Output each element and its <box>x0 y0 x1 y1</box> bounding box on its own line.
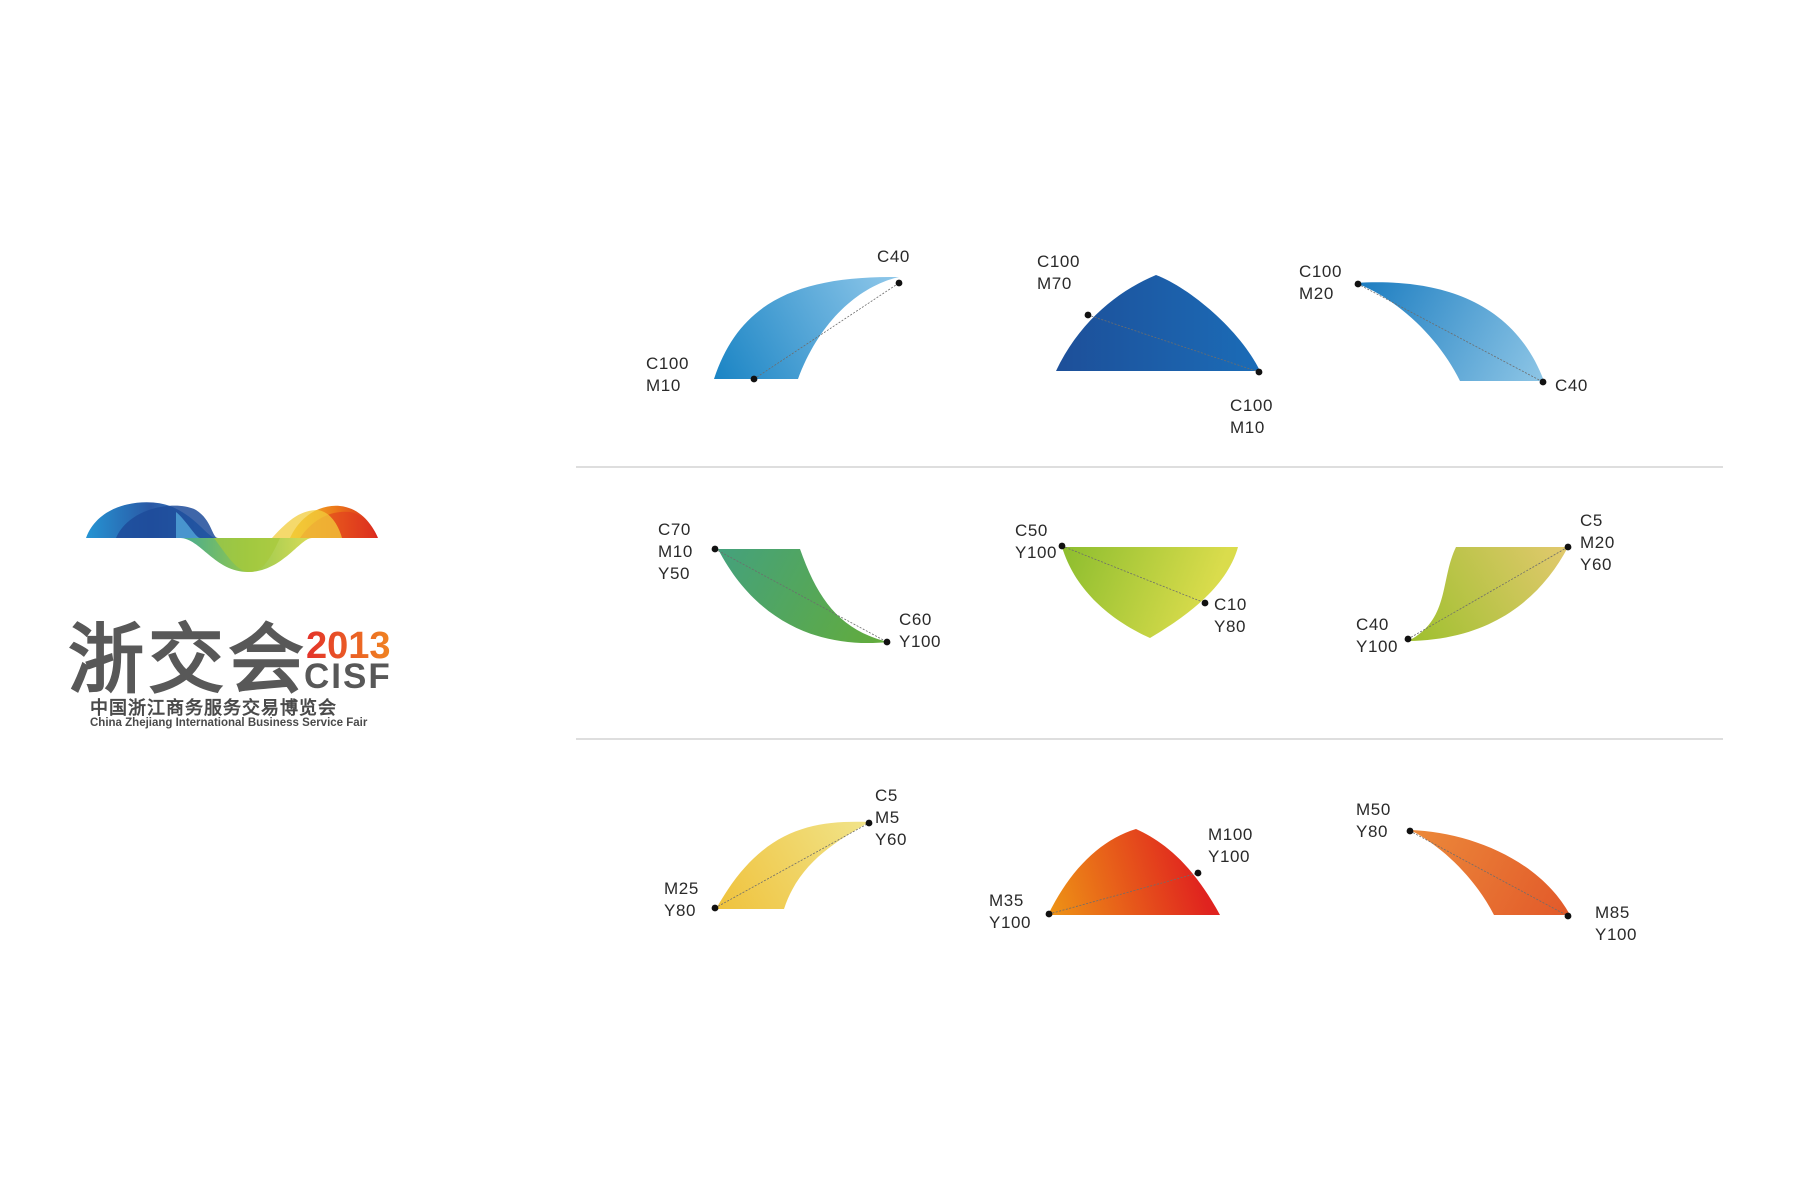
start-color-label: M25 <box>664 879 699 898</box>
logo-full-name-en: China Zhejiang International Business Se… <box>90 717 368 729</box>
gradient-start-dot <box>1058 542 1066 550</box>
start-color-label: Y80 <box>1356 822 1388 841</box>
start-color-label: M70 <box>1037 274 1072 293</box>
swatch-blue-2: C100 M70 C100 M10 <box>1037 252 1273 437</box>
start-color-label: C100 <box>1299 262 1342 281</box>
gradient-start-dot <box>711 904 719 912</box>
gradient-start-dot <box>711 545 719 553</box>
gradient-start-dot <box>1045 910 1053 918</box>
gradient-shape <box>1048 829 1220 915</box>
end-color-label: M85 <box>1595 903 1630 922</box>
end-color-label: C5 <box>875 786 898 805</box>
gradient-shape <box>718 549 888 644</box>
gradient-end-dot <box>1194 869 1202 877</box>
start-color-label: M35 <box>989 891 1024 910</box>
start-color-label: M20 <box>1299 284 1334 303</box>
start-color-label: C50 <box>1015 521 1048 540</box>
start-color-label: C5 <box>1580 511 1603 530</box>
start-color-label: C100 <box>1037 252 1080 271</box>
end-color-label: C40 <box>1555 376 1588 395</box>
start-color-label: M50 <box>1356 800 1391 819</box>
end-color-label: M10 <box>1230 418 1265 437</box>
swatch-green-3: C5 M20 Y60 C40 Y100 <box>1356 511 1615 656</box>
gradient-shape <box>714 276 899 379</box>
end-color-label: C100 <box>1230 396 1273 415</box>
end-color-label: Y100 <box>1356 637 1398 656</box>
start-color-label: M10 <box>658 542 693 561</box>
start-color-label: Y50 <box>658 564 690 583</box>
swatch-warm-1: M25 Y80 C5 M5 Y60 <box>664 786 907 920</box>
gradient-shape <box>1410 830 1570 915</box>
swatch-green-2: C50 Y100 C10 Y80 <box>1015 521 1247 638</box>
logo-year: 2013 <box>306 625 391 667</box>
gradient-guide-line <box>1048 872 1199 915</box>
gradient-end-dot <box>1564 543 1572 551</box>
end-color-label: M100 <box>1208 825 1253 844</box>
gradient-shape <box>1356 282 1544 381</box>
start-color-label: Y80 <box>664 901 696 920</box>
end-color-label: C10 <box>1214 595 1247 614</box>
swatch-green-1: C70 M10 Y50 C60 Y100 <box>658 520 941 651</box>
gradient-end-dot <box>1201 599 1209 607</box>
gradient-end-dot <box>883 638 891 646</box>
logo-abbr: CISF <box>304 657 392 696</box>
end-color-label: Y100 <box>1208 847 1250 866</box>
logo-name-cn: 浙交会 <box>68 615 308 704</box>
end-color-label: Y60 <box>875 830 907 849</box>
cisf-logo: 浙交会 2013 CISF 中国浙江商务服务交易博览会 China Zhejia… <box>68 502 392 729</box>
start-color-label: Y100 <box>989 913 1031 932</box>
gradient-end-dot <box>865 819 873 827</box>
gradient-guide-line <box>714 548 888 643</box>
start-color-label: M10 <box>646 376 681 395</box>
gradient-end-dot <box>1564 912 1572 920</box>
gradient-shape <box>1056 275 1260 371</box>
start-color-label: Y60 <box>1580 555 1612 574</box>
gradient-guide-line <box>714 822 870 909</box>
gradient-start-dot <box>1354 280 1362 288</box>
start-color-label: C70 <box>658 520 691 539</box>
ribbon-emblem <box>86 502 378 572</box>
swatch-blue-1: C100 M10 C40 <box>646 247 910 395</box>
end-color-label: Y80 <box>1214 617 1246 636</box>
gradient-end-dot <box>895 279 903 287</box>
swatch-blue-3: C100 M20 C40 <box>1299 262 1588 395</box>
gradient-guide-line <box>1407 546 1569 640</box>
end-color-label: M5 <box>875 808 900 827</box>
end-color-label: Y100 <box>1595 925 1637 944</box>
gradient-shape <box>1408 547 1568 641</box>
gradient-start-dot <box>1084 311 1092 319</box>
end-color-label: Y100 <box>899 632 941 651</box>
swatch-warm-2: M35 Y100 M100 Y100 <box>989 825 1253 932</box>
gradient-end-dot <box>1255 368 1263 376</box>
logo-full-name-cn: 中国浙江商务服务交易博览会 <box>90 697 337 719</box>
gradient-guide-line <box>1409 830 1569 917</box>
swatch-warm-3: M50 Y80 M85 Y100 <box>1356 800 1637 944</box>
end-color-label: C60 <box>899 610 932 629</box>
gradient-start-dot <box>750 375 758 383</box>
start-color-label: Y100 <box>1015 543 1057 562</box>
gradient-guide-line <box>1061 545 1206 604</box>
gradient-start-dot <box>1404 635 1412 643</box>
gradient-end-dot <box>1539 378 1547 386</box>
end-color-label: C40 <box>1356 615 1389 634</box>
color-swatches: C100 M10 C40 C100 M70 C100 M10 C100 M20 C40 C70 M10… <box>646 247 1637 944</box>
gradient-start-dot <box>1406 827 1414 835</box>
start-color-label: M20 <box>1580 533 1615 552</box>
gradient-shape <box>1062 547 1238 638</box>
gradient-guide-line <box>753 282 900 380</box>
end-color-label: C40 <box>877 247 910 266</box>
start-color-label: C100 <box>646 354 689 373</box>
